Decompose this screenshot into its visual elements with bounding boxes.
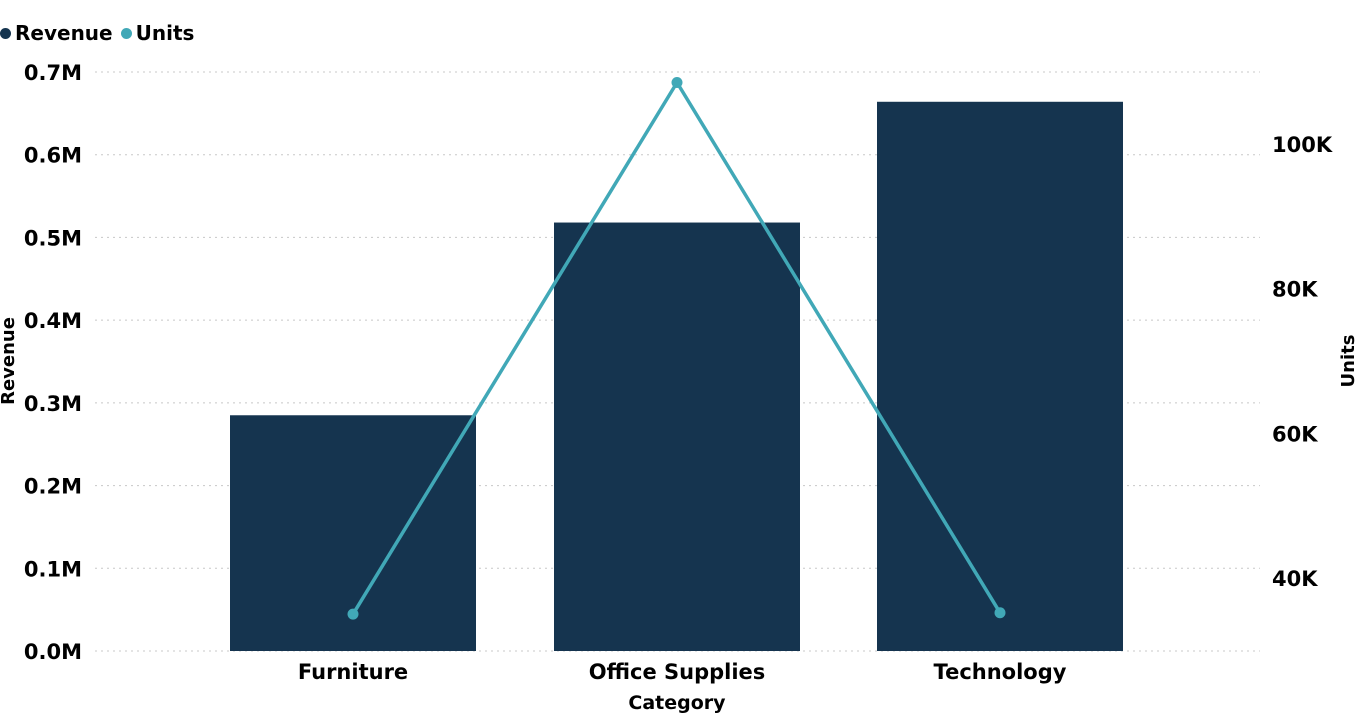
- bar-office-supplies[interactable]: [554, 222, 800, 652]
- units-point-furniture[interactable]: [347, 608, 359, 620]
- x-axis-title: Category: [628, 692, 726, 714]
- y-tick-label: 0.7M: [24, 61, 82, 85]
- y2-tick-label: 80K: [1272, 278, 1318, 302]
- bar-technology[interactable]: [877, 101, 1123, 651]
- units-line-series: [347, 77, 1006, 620]
- y2-tick-label: 60K: [1272, 422, 1318, 446]
- units-point-technology[interactable]: [994, 607, 1006, 619]
- legend: Revenue Units: [0, 20, 202, 46]
- legend-revenue-label: Revenue: [15, 21, 113, 45]
- y-tick-label: 0.1M: [24, 557, 82, 581]
- x-tick-label: Technology: [934, 660, 1067, 684]
- legend-item-units[interactable]: Units: [120, 21, 195, 45]
- x-tick-label: Office Supplies: [589, 660, 766, 684]
- x-axis: Furniture Office Supplies Technology: [298, 660, 1067, 684]
- y2-tick-label: 40K: [1272, 567, 1318, 591]
- y-axis-right: 40K 60K 80K 100K: [1272, 133, 1333, 591]
- y-axis-right-title: Units: [1338, 335, 1358, 388]
- x-tick-label: Furniture: [298, 660, 408, 684]
- legend-revenue-marker: [0, 27, 11, 39]
- y-tick-label: 0.4M: [24, 309, 82, 333]
- y-tick-label: 0.6M: [24, 144, 82, 168]
- legend-item-revenue[interactable]: Revenue: [0, 21, 113, 45]
- y-axis-left: 0.0M 0.1M 0.2M 0.3M 0.4M 0.5M 0.6M 0.7M: [24, 61, 82, 664]
- legend-units-marker: [120, 27, 132, 39]
- y2-tick-label: 100K: [1272, 133, 1333, 157]
- y-tick-label: 0.5M: [24, 226, 82, 250]
- legend-units-label: Units: [135, 21, 195, 45]
- y-tick-label: 0.3M: [24, 392, 82, 416]
- y-tick-label: 0.0M: [24, 640, 82, 664]
- y-tick-label: 0.2M: [24, 475, 82, 499]
- units-point-office-supplies[interactable]: [671, 77, 683, 89]
- y-axis-left-title: Revenue: [0, 317, 19, 405]
- revenue-bars: [230, 101, 1123, 652]
